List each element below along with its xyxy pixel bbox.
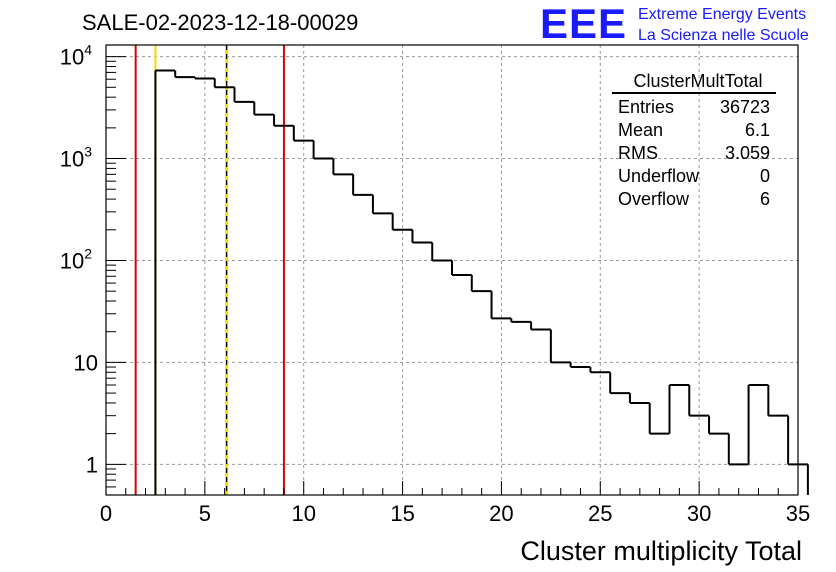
y-tick-label-base: 10	[60, 248, 84, 273]
stats-label: Overflow	[618, 189, 690, 209]
y-tick-label-base: 10	[60, 45, 84, 70]
x-tick-label: 35	[786, 501, 810, 526]
x-tick-label: 5	[199, 501, 211, 526]
x-axis-label: Cluster multiplicity Total	[520, 536, 802, 566]
logo-line-2: La Scienza nelle Scuole	[638, 27, 809, 44]
y-tick-label-exp: 4	[84, 42, 92, 58]
marker-lines	[134, 45, 285, 495]
stats-rows: Entries 36723 Mean 6.1 RMS 3.059 Underflow 0 Ove…	[612, 96, 776, 211]
stats-row-mean: Mean 6.1	[612, 119, 776, 142]
y-tick-label-base: 10	[60, 147, 84, 172]
stats-row-entries: Entries 36723	[612, 96, 776, 119]
y-tick-label: 10	[74, 350, 98, 375]
page-title: SALE-02-2023-12-18-00029	[82, 10, 359, 35]
stats-value: 36723	[719, 97, 770, 117]
y-tick-label-base: 1	[86, 452, 98, 477]
y-tick-label: 104	[60, 42, 92, 70]
stats-value: 0	[759, 166, 770, 186]
x-tick-label: 30	[687, 501, 711, 526]
stats-title: ClusterMultTotal	[612, 70, 776, 94]
stats-row-rms: RMS 3.059	[612, 142, 776, 165]
x-tick-label: 10	[291, 501, 315, 526]
stats-row-underflow: Underflow 0	[612, 165, 776, 188]
histogram-series	[154, 69, 809, 495]
logo-line-1: Extreme Energy Events	[638, 6, 807, 23]
stats-label: Entries	[618, 97, 675, 117]
y-tick-label-exp: 2	[84, 245, 92, 261]
grid-lines	[106, 45, 798, 495]
stats-row-overflow: Overflow 6	[612, 188, 776, 211]
x-tick-label: 20	[489, 501, 513, 526]
x-tick-label: 0	[100, 501, 112, 526]
stats-value: 6.1	[744, 120, 770, 140]
stats-box: ClusterMultTotal Entries 36723 Mean 6.1 RMS 3…	[612, 70, 776, 211]
stats-label: RMS	[618, 143, 658, 163]
y-tick-label: 103	[60, 144, 92, 172]
y-tick-label-base: 10	[74, 350, 98, 375]
stats-label: Underflow	[618, 166, 700, 186]
x-tick-label: 15	[390, 501, 414, 526]
stats-value: 6	[759, 189, 770, 209]
stats-value: 3.059	[724, 143, 770, 163]
y-tick-label: 1	[86, 452, 98, 477]
logo-mark: EEE	[540, 0, 628, 47]
y-tick-label-exp: 3	[84, 144, 92, 160]
x-tick-label: 25	[588, 501, 612, 526]
axis-ticks	[105, 56, 799, 496]
y-tick-label: 102	[60, 245, 92, 273]
stats-label: Mean	[618, 120, 664, 140]
